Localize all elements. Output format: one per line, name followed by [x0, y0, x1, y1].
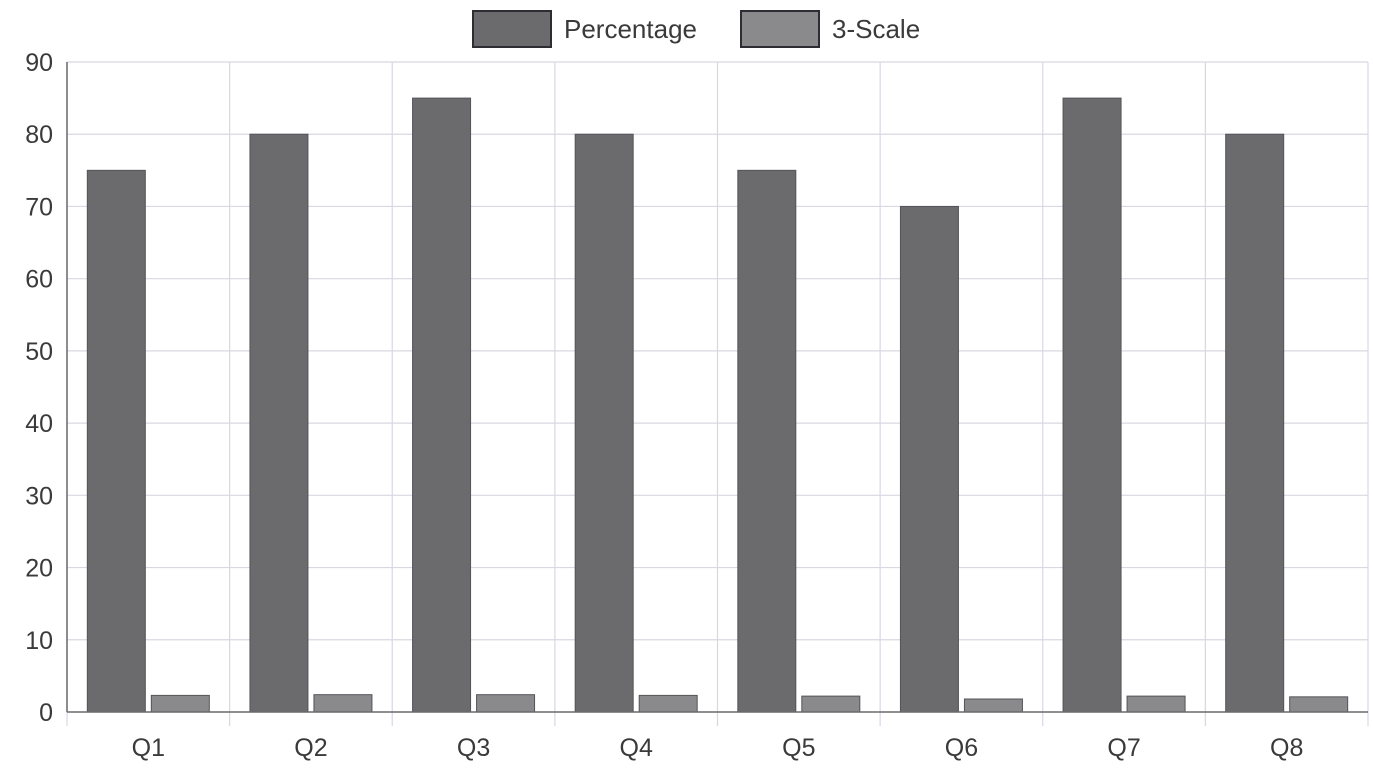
bar-percentage-q5	[737, 169, 797, 713]
y-tick-label: 20	[25, 555, 53, 583]
y-tick-label: 40	[25, 410, 53, 438]
y-tick-label: 30	[25, 482, 53, 510]
bar-percentage-q7	[1062, 97, 1122, 713]
y-tick-label: 90	[25, 49, 53, 77]
x-tick-label: Q8	[1270, 734, 1303, 762]
bar-percentage-q6	[899, 205, 959, 713]
x-tick-label: Q4	[620, 734, 653, 762]
y-tick-label: 50	[25, 338, 53, 366]
axis-layer: 0 10 20 30 40 50 60 70 80 90 Q1 Q2 Q3 Q4 Q5 Q6 Q7 Q8	[25, 49, 1368, 762]
bar-3-scale-q7	[1126, 695, 1186, 713]
y-tick-label: 60	[25, 266, 53, 294]
legend-swatch-percentage	[472, 10, 552, 48]
bar-percentage-q2	[249, 133, 309, 713]
bar-percentage-q3	[412, 97, 472, 713]
x-tick-label: Q5	[782, 734, 815, 762]
legend-swatch-3-scale	[740, 10, 820, 48]
bar-3-scale-q2	[313, 694, 373, 713]
x-tick-label: Q6	[945, 734, 978, 762]
bar-3-scale-q4	[638, 694, 698, 713]
x-tick-label: Q3	[457, 734, 490, 762]
y-tick-label: 0	[39, 699, 53, 727]
bar-3-scale-q5	[801, 695, 861, 713]
y-tick-label: 10	[25, 627, 53, 655]
bar-3-scale-q3	[476, 694, 536, 713]
x-tick-label: Q7	[1107, 734, 1140, 762]
bars-layer	[86, 97, 1349, 713]
bar-3-scale-q6	[963, 698, 1023, 713]
bar-percentage-q4	[574, 133, 634, 713]
y-tick-label: 70	[25, 193, 53, 221]
y-tick-label: 80	[25, 121, 53, 149]
x-tick-label: Q1	[132, 734, 165, 762]
bar-3-scale-q8	[1289, 696, 1349, 713]
bar-3-scale-q1	[150, 694, 210, 713]
legend-label-3-scale: 3-Scale	[832, 14, 920, 44]
legend-label-percentage: Percentage	[564, 14, 697, 44]
bar-percentage-q1	[86, 169, 146, 713]
legend: Percentage 3-Scale	[472, 10, 920, 48]
bar-percentage-q8	[1225, 133, 1285, 713]
x-tick-label: Q2	[294, 734, 327, 762]
